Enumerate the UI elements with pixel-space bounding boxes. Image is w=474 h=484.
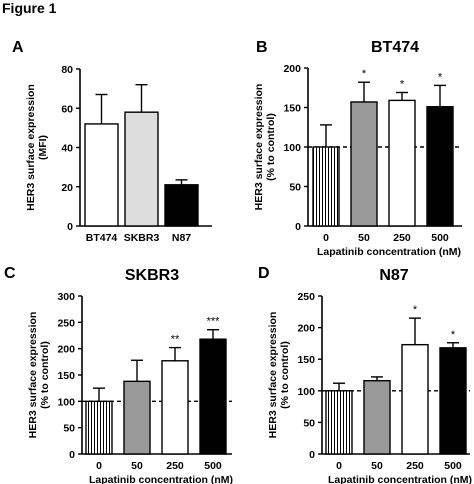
y-tick-label: 40: [61, 143, 73, 155]
bar-50: [363, 379, 391, 455]
significance-label: *: [451, 329, 456, 341]
y-tick-label: 60: [61, 103, 73, 115]
bar-500: [199, 338, 227, 455]
panel-letter: C: [4, 265, 16, 282]
panel-letter: B: [256, 39, 268, 56]
x-tick-label: 250: [406, 460, 424, 472]
bar-0: [85, 400, 113, 455]
significance-label: **: [171, 334, 180, 346]
chart-panel-c: C SKBR3 0 50 100 150 200 250 300 HER3 surface exp…: [4, 265, 233, 484]
y-tick-label: 100: [283, 142, 301, 154]
panel-letter: A: [12, 39, 24, 56]
figure-title: Figure 1: [2, 0, 57, 16]
chart-title: N87: [379, 267, 408, 284]
significance-label: *: [400, 78, 405, 90]
x-tick-label: 500: [444, 460, 462, 472]
y-tick-label: 80: [61, 64, 73, 76]
y-tick-label: 50: [63, 423, 75, 435]
y-tick-label: 50: [303, 417, 315, 429]
x-tick-label: 0: [96, 460, 102, 472]
y-tick-label: 200: [283, 63, 301, 75]
bar-50: [123, 380, 151, 455]
x-tick-label: 0: [336, 460, 342, 472]
y-tick-label: 200: [297, 323, 315, 335]
significance-label: ***: [207, 316, 221, 328]
bar-bt474: [84, 123, 119, 227]
y-tick-label: 150: [283, 103, 301, 115]
x-axis-label: Lapatinib concentration (nM): [317, 246, 461, 258]
y-axis-label: HER3 surface expression(MFI): [25, 84, 49, 211]
significance-label: *: [362, 68, 367, 80]
y-tick-label: 0: [309, 449, 315, 461]
x-tick-label: 50: [371, 460, 383, 472]
y-tick-label: 250: [57, 317, 75, 329]
y-tick-label: 0: [295, 221, 301, 233]
significance-label: *: [438, 71, 443, 83]
x-tick-label: 250: [166, 460, 184, 472]
y-tick-label: 250: [297, 291, 315, 303]
bar-0: [325, 390, 353, 455]
panel-letter: D: [258, 265, 270, 282]
x-tick-label: BT474: [86, 232, 118, 244]
x-tick-label: N87: [172, 232, 191, 244]
x-tick-label: 50: [358, 232, 370, 244]
y-axis-label: HER3 surface expression(% to control): [253, 84, 277, 211]
chart-panel-d: D N87 0 50 100 150 200 250 HER3 surface expressi…: [258, 265, 472, 484]
y-tick-label: 20: [61, 182, 73, 194]
x-tick-label: 500: [431, 232, 449, 244]
chart-panel-b: B BT474 0 50 100 150 200 HER3 surface expressio…: [253, 39, 462, 258]
significance-label: *: [413, 304, 418, 316]
y-tick-label: 200: [57, 344, 75, 356]
y-tick-label: 150: [57, 370, 75, 382]
y-tick-label: 150: [297, 354, 315, 366]
y-tick-label: 100: [57, 396, 75, 408]
x-tick-label: SKBR3: [124, 232, 160, 244]
y-tick-label: 0: [69, 449, 75, 461]
x-axis-label: Lapatinib concentration (nM): [328, 474, 472, 484]
x-tick-label: 250: [393, 232, 411, 244]
bar-n87: [164, 184, 199, 227]
bar-500: [439, 347, 467, 455]
x-tick-label: 500: [204, 460, 222, 472]
y-tick-label: 50: [289, 182, 301, 194]
y-axis-label: HER3 surface expression(% to control): [27, 312, 51, 439]
chart-title: SKBR3: [125, 267, 179, 284]
bar-500: [426, 106, 454, 227]
y-tick-label: 300: [57, 291, 75, 303]
chart-panel-a: A 0 20 40 60 80 HER3 surface expression(MFI) BT…: [12, 39, 212, 244]
x-axis-label: Lapatinib concentration (nM): [89, 474, 233, 484]
bar-50: [350, 101, 378, 227]
y-axis-label: HER3 surface expression(% to control): [267, 312, 291, 439]
bar-0: [312, 146, 340, 227]
bar-250: [401, 343, 429, 455]
bar-250: [161, 360, 189, 455]
x-tick-label: 0: [323, 232, 329, 244]
x-tick-label: 50: [131, 460, 143, 472]
chart-title: BT474: [371, 39, 419, 56]
y-tick-label: 100: [297, 386, 315, 398]
bar-skbr3: [124, 111, 159, 227]
bar-250: [388, 99, 416, 227]
y-tick-label: 0: [67, 221, 73, 233]
